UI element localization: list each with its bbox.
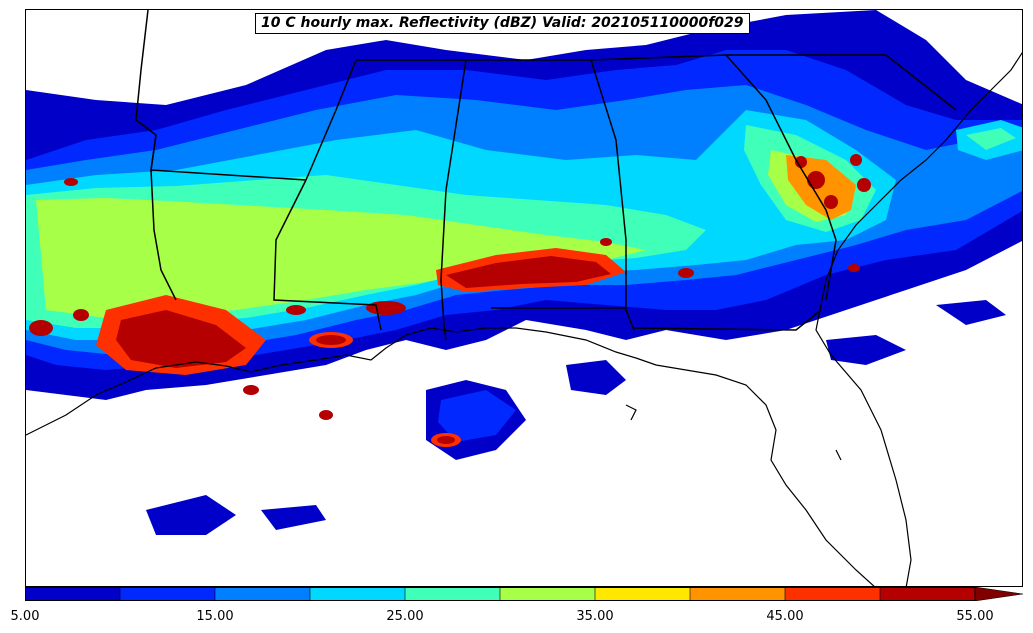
colorbar-bin-5: [500, 587, 595, 601]
map-title: 10 C hourly max. Reflectivity (dBZ) Vali…: [255, 13, 750, 34]
colorbar-extend-arrow: [974, 587, 1024, 601]
colorbar-bin-6: [595, 587, 690, 601]
colorbar-tick-label: 45.00: [766, 609, 804, 624]
colorbar-bin-0: [25, 587, 120, 601]
colorbar: [25, 587, 1024, 601]
colorbar-bin-7: [690, 587, 785, 601]
colorbar-tick-label: 35.00: [576, 609, 614, 624]
reflectivity-core-cells: [29, 154, 871, 447]
map-panel: [25, 9, 1023, 587]
colorbar-bin-8: [785, 587, 880, 601]
colorbar-tick-label: 25.00: [386, 609, 424, 624]
colorbar-tick-label: 55.00: [956, 609, 994, 624]
colorbar-tick-label: 15.00: [196, 609, 234, 624]
colorbar-bin-9: [880, 587, 975, 601]
colorbar-bin-2: [215, 587, 310, 601]
colorbar-tick-label: 5.00: [10, 609, 40, 624]
reflectivity-map: [26, 10, 1022, 586]
colorbar-bin-1: [120, 587, 215, 601]
colorbar-bin-4: [405, 587, 500, 601]
colorbar-bin-3: [310, 587, 405, 601]
state-boundaries: [135, 10, 957, 341]
